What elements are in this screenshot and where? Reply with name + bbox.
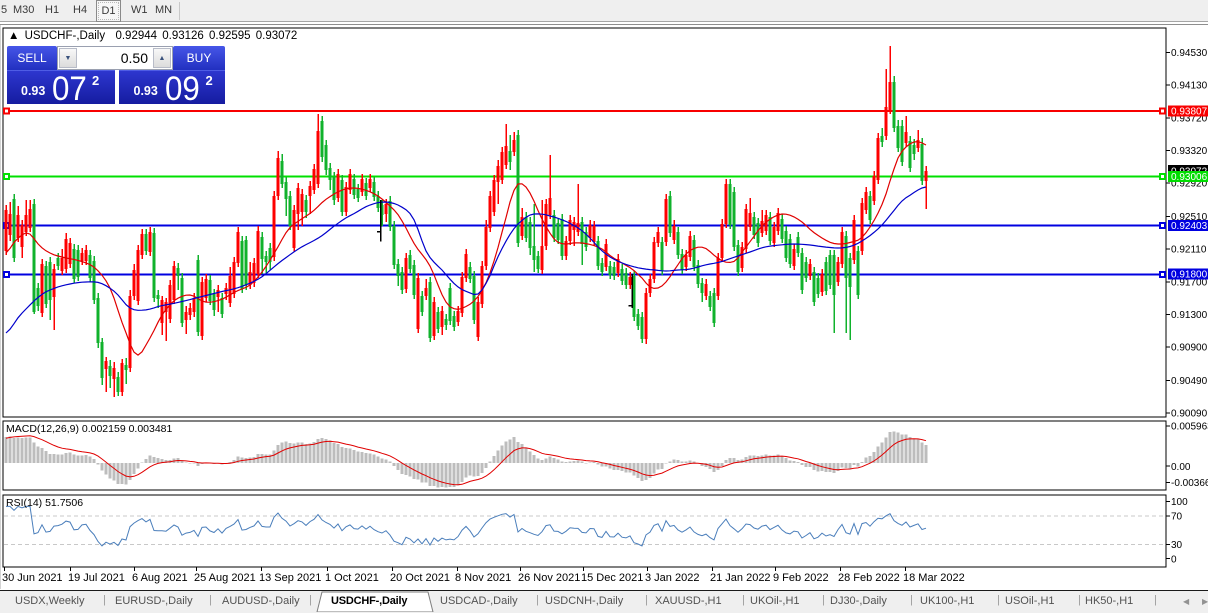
svg-text:0.92510: 0.92510 (1171, 212, 1208, 223)
svg-text:6 Aug 2021: 6 Aug 2021 (132, 572, 188, 584)
svg-text:100: 100 (1171, 497, 1188, 508)
svg-text:70: 70 (1171, 512, 1183, 523)
svg-text:26 Nov 2021: 26 Nov 2021 (518, 572, 580, 584)
svg-text:0.93006: 0.93006 (1171, 172, 1208, 183)
svg-text:0.90900: 0.90900 (1171, 343, 1208, 354)
svg-text:0.93320: 0.93320 (1171, 146, 1208, 157)
svg-text:1 Oct 2021: 1 Oct 2021 (325, 572, 379, 584)
svg-text:28 Feb 2022: 28 Feb 2022 (838, 572, 900, 584)
svg-text:0.90490: 0.90490 (1171, 376, 1208, 387)
svg-text:21 Jan 2022: 21 Jan 2022 (710, 572, 771, 584)
svg-text:-0.003664: -0.003664 (1171, 478, 1208, 489)
svg-text:3 Jan 2022: 3 Jan 2022 (645, 572, 699, 584)
svg-text:0.94530: 0.94530 (1171, 48, 1208, 59)
svg-text:15 Dec 2021: 15 Dec 2021 (581, 572, 643, 584)
svg-text:0.93720: 0.93720 (1171, 114, 1208, 125)
svg-text:30: 30 (1171, 540, 1183, 551)
svg-text:25 Aug 2021: 25 Aug 2021 (194, 572, 256, 584)
svg-text:0.005963: 0.005963 (1171, 422, 1208, 433)
svg-text:0.94130: 0.94130 (1171, 80, 1208, 91)
svg-text:8 Nov 2021: 8 Nov 2021 (455, 572, 511, 584)
svg-text:19 Jul 2021: 19 Jul 2021 (68, 572, 125, 584)
svg-text:0.92920: 0.92920 (1171, 179, 1208, 190)
svg-text:0.91800: 0.91800 (1171, 270, 1208, 281)
svg-text:0.91700: 0.91700 (1171, 278, 1208, 289)
svg-text:0.92110: 0.92110 (1171, 244, 1207, 255)
svg-text:0.91300: 0.91300 (1171, 310, 1208, 321)
svg-text:0.90090: 0.90090 (1171, 409, 1208, 420)
svg-text:20 Oct 2021: 20 Oct 2021 (390, 572, 450, 584)
svg-text:13 Sep 2021: 13 Sep 2021 (259, 572, 321, 584)
svg-text:0.93807: 0.93807 (1171, 107, 1208, 118)
svg-text:0.00: 0.00 (1171, 462, 1191, 473)
svg-text:18 Mar 2022: 18 Mar 2022 (903, 572, 965, 584)
svg-text:30 Jun 2021: 30 Jun 2021 (2, 572, 63, 584)
svg-text:0.92403: 0.92403 (1171, 221, 1208, 232)
svg-text:0: 0 (1171, 554, 1177, 565)
svg-text:9 Feb 2022: 9 Feb 2022 (773, 572, 829, 584)
